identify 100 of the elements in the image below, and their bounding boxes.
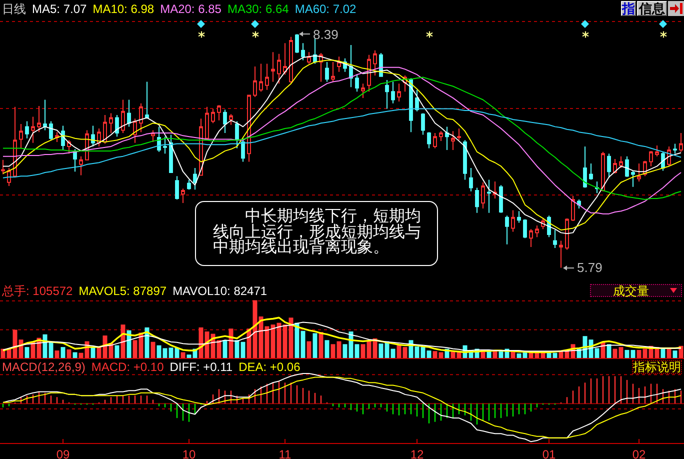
bar — [114, 345, 120, 358]
candlestick — [265, 63, 269, 90]
x-tick-label: 11 — [278, 447, 292, 459]
bar — [606, 344, 612, 358]
candlestick — [385, 79, 389, 110]
candlestick — [481, 182, 485, 209]
candlestick — [259, 63, 263, 92]
bar — [306, 341, 312, 358]
text: MA10: 6.98 — [92, 2, 154, 16]
candlestick — [355, 74, 359, 92]
bar — [672, 350, 678, 358]
candlestick — [169, 134, 173, 173]
bar — [60, 347, 66, 358]
candlestick — [301, 42, 305, 61]
candlestick — [649, 150, 653, 167]
candlestick — [613, 158, 617, 174]
candlestick — [529, 228, 533, 248]
candlestick — [253, 66, 257, 98]
bar — [66, 349, 72, 358]
candlestick — [109, 112, 113, 134]
dropdown: 成交量 — [590, 284, 682, 297]
candlestick — [601, 151, 605, 191]
candlestick — [457, 128, 461, 141]
candlestick — [145, 81, 149, 120]
candlestick — [535, 225, 539, 238]
candlestick — [517, 210, 521, 224]
bar — [660, 348, 666, 358]
candlestick — [439, 130, 443, 142]
candlestick — [133, 118, 137, 144]
annotation: 5.79 — [577, 260, 602, 275]
candlestick — [451, 130, 455, 151]
bar — [318, 332, 324, 358]
candlestick — [445, 126, 449, 151]
bar — [120, 324, 126, 358]
series-label: DIFF: +0.11 — [170, 360, 233, 374]
candlestick — [163, 136, 167, 154]
candlestick — [589, 163, 593, 180]
text: MAVOL10: 82471 — [172, 284, 268, 298]
candlestick — [103, 114, 107, 144]
candlestick — [673, 143, 677, 154]
candlestick — [553, 230, 557, 248]
bar — [666, 348, 672, 358]
candlestick — [205, 106, 209, 139]
candlestick — [523, 218, 527, 239]
candlestick — [559, 240, 563, 268]
x-tick-label: 09 — [56, 447, 70, 459]
candlestick — [325, 62, 329, 82]
bar — [144, 327, 150, 358]
button: 指标说明 — [632, 360, 682, 374]
bar — [150, 342, 156, 358]
candlestick — [565, 218, 569, 250]
candlestick — [337, 56, 341, 72]
candlestick — [289, 36, 293, 84]
text: MA60: 7.02 — [294, 2, 356, 16]
bar — [24, 347, 30, 358]
chart-title: MACD(12,26,9) — [2, 360, 86, 374]
candlestick — [415, 89, 419, 112]
candlestick — [91, 125, 95, 147]
candlestick — [37, 106, 41, 133]
candlestick — [331, 62, 335, 82]
candlestick — [271, 52, 275, 82]
candlestick — [433, 132, 437, 149]
bar — [90, 347, 96, 358]
candlestick — [511, 210, 515, 232]
candlestick — [13, 106, 17, 178]
series-label: DEA: +0.06 — [238, 360, 300, 374]
candlestick — [223, 109, 227, 134]
candlestick — [307, 52, 311, 64]
candlestick — [583, 146, 587, 188]
candlestick — [31, 116, 35, 144]
candlestick — [499, 184, 503, 214]
candlestick — [127, 99, 131, 128]
bar — [222, 340, 228, 358]
candlestick — [193, 168, 197, 190]
candlestick — [625, 156, 629, 178]
candlestick — [571, 195, 575, 222]
candlestick — [607, 153, 611, 178]
candlestick — [463, 140, 467, 180]
candlestick — [277, 53, 281, 84]
candlestick — [73, 148, 77, 172]
candlestick — [25, 120, 29, 139]
candlestick — [211, 108, 215, 124]
x-tick-label: 02 — [632, 447, 646, 459]
bar — [228, 328, 234, 358]
candlestick — [55, 132, 59, 142]
toolbar-button: 信息 — [637, 1, 667, 16]
text: 总手: 105572 — [2, 284, 73, 298]
candlestick — [397, 83, 401, 102]
bar — [72, 352, 78, 358]
bar — [180, 352, 186, 358]
candlestick — [181, 188, 185, 204]
annotation: 8.39 — [313, 27, 338, 42]
candlestick — [175, 176, 179, 200]
candlestick — [283, 42, 287, 76]
candlestick — [295, 34, 299, 54]
candlestick — [241, 138, 245, 162]
candlestick — [187, 179, 191, 190]
candlestick — [637, 163, 641, 182]
candlestick — [43, 99, 47, 131]
bar — [324, 340, 330, 358]
